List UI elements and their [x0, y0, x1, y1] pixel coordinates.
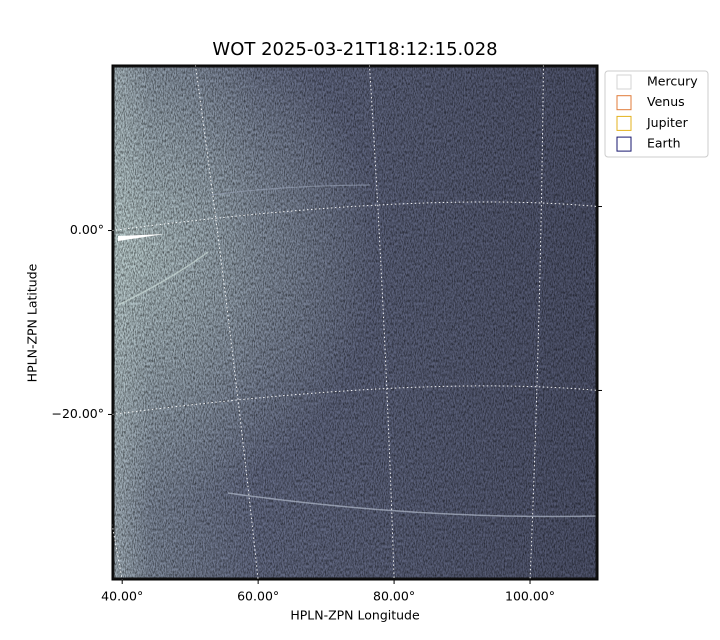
x-tick-label: 80.00°: [373, 589, 415, 604]
legend-label: Mercury: [647, 74, 698, 89]
y-tick-label: −20.00°: [51, 406, 104, 421]
plot-frame: [111, 64, 599, 581]
x-tick-label: 100.00°: [505, 589, 555, 604]
grid-line: [20, 64, 123, 581]
grid-line: [111, 201, 599, 232]
y-tick-label: 0.00°: [70, 222, 104, 237]
grid-line: [529, 64, 544, 581]
grid-line: [368, 64, 395, 581]
solar-image: [112, 65, 598, 580]
legend-swatch: [616, 74, 632, 90]
legend-label: Earth: [647, 136, 681, 151]
chart-title: WOT 2025-03-21T18:12:15.028: [212, 39, 497, 60]
x-tick-label: 40.00°: [101, 589, 143, 604]
x-tick-label: 60.00°: [237, 589, 279, 604]
legend-label: Jupiter: [646, 115, 689, 130]
legend-box: [604, 70, 709, 158]
legend-swatch: [616, 136, 632, 152]
legend-swatch: [616, 95, 632, 111]
legend-label: Venus: [647, 94, 685, 109]
legend-swatch: [616, 115, 632, 131]
grid-line: [111, 385, 599, 415]
y-axis-label: HPLN-ZPN Latitude: [25, 263, 40, 382]
x-axis-label: HPLN-ZPN Longitude: [290, 608, 420, 623]
